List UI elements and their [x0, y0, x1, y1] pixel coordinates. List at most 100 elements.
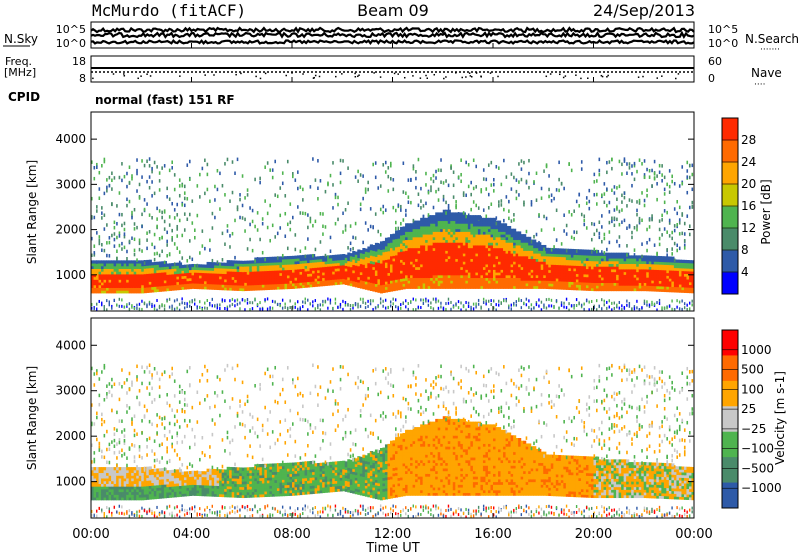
power-scatter: [390, 164, 392, 168]
power-clutter: [360, 305, 361, 308]
power-scatter: [342, 230, 344, 234]
nave-dot: [137, 78, 139, 80]
power-scatter: [164, 210, 166, 214]
power-clutter: [571, 304, 572, 307]
power-scatter: [169, 197, 171, 201]
power-scatter: [556, 188, 558, 192]
power-scatter: [448, 204, 450, 208]
power-scatter: [443, 198, 445, 202]
power-scatter: [631, 172, 633, 176]
power-clutter: [204, 302, 205, 305]
power-scatter: [393, 178, 395, 182]
power-scatter: [277, 195, 279, 199]
power-clutter: [131, 306, 132, 309]
power-scatter: [649, 225, 651, 229]
power-scatter: [164, 227, 166, 231]
power-scatter: [136, 172, 138, 176]
power-scatter: [385, 208, 387, 212]
power-scatter: [154, 192, 156, 196]
nave-dot: [427, 77, 429, 79]
power-scatter: [616, 218, 618, 222]
power-scatter: [156, 207, 158, 211]
power-scatter: [174, 188, 176, 192]
power-scatter: [604, 200, 606, 204]
power-scatter: [179, 194, 181, 198]
power-scatter: [239, 216, 241, 220]
power-scatter: [212, 212, 214, 216]
power-scatter: [179, 219, 181, 223]
power-scatter: [154, 233, 156, 237]
power-scatter: [609, 221, 611, 225]
power-clutter: [395, 305, 396, 308]
power-clutter: [423, 302, 424, 305]
nave-dot: [546, 76, 548, 78]
power-scatter: [269, 239, 271, 243]
power-clutter: [581, 304, 582, 307]
power-clutter: [297, 308, 298, 311]
power-scatter: [493, 189, 495, 193]
power-clutter: [485, 302, 486, 305]
power-scatter: [465, 194, 467, 198]
power-scatter: [573, 209, 575, 213]
power-clutter: [440, 305, 441, 308]
power-clutter: [526, 303, 527, 306]
power-scatter: [395, 209, 397, 213]
power-scatter: [518, 193, 520, 197]
power-scatter: [614, 185, 616, 189]
power-clutter: [428, 304, 429, 307]
power-scatter: [360, 203, 362, 207]
power-scatter: [116, 236, 118, 240]
power-scatter: [154, 252, 156, 256]
power-scatter: [594, 193, 596, 197]
power-clutter: [599, 305, 600, 308]
power-scatter: [393, 206, 395, 210]
power-scatter: [109, 236, 111, 240]
power-scatter: [450, 166, 452, 170]
power-scatter: [591, 250, 593, 254]
nave-dot: [638, 76, 640, 78]
power-scatter: [624, 196, 626, 200]
power-scatter: [101, 164, 103, 168]
power-scatter: [646, 188, 648, 192]
power-scatter: [345, 228, 347, 232]
power-scatter: [619, 210, 621, 214]
power-scatter: [274, 235, 276, 239]
power-scatter: [159, 171, 161, 175]
power-scatter: [380, 208, 382, 212]
power-scatter: [194, 236, 196, 240]
power-clutter: [184, 302, 185, 305]
power-scatter: [531, 240, 533, 244]
power-clutter: [295, 306, 296, 309]
power-scatter: [239, 198, 241, 202]
power-clutter: [247, 302, 248, 305]
power-scatter: [186, 163, 188, 167]
power-scatter: [176, 225, 178, 229]
power-scatter: [541, 196, 543, 200]
power-scatter: [330, 249, 332, 253]
power-scatter: [199, 251, 201, 255]
power-scatter: [219, 172, 221, 176]
power-scatter: [601, 214, 603, 218]
power-scatter: [521, 159, 523, 163]
power-scatter: [134, 253, 136, 257]
nave-dot: [465, 76, 467, 78]
power-scatter: [262, 251, 264, 255]
power-scatter: [106, 254, 108, 258]
power-clutter: [536, 303, 537, 306]
power-scatter: [94, 166, 96, 170]
power-scatter: [367, 181, 369, 185]
power-scatter: [229, 234, 231, 238]
power-scatter: [109, 176, 111, 180]
power-clutter: [242, 298, 243, 301]
nave-dot: [425, 75, 427, 77]
nave-dot: [354, 73, 356, 75]
power-clutter: [526, 298, 527, 301]
power-scatter: [124, 222, 126, 226]
power-scatter: [473, 159, 475, 163]
power-scatter: [400, 208, 402, 212]
power-scatter: [189, 160, 191, 164]
power-clutter: [636, 306, 637, 309]
power-clutter: [568, 302, 569, 305]
power-scatter: [327, 183, 329, 187]
power-clutter: [114, 299, 115, 302]
